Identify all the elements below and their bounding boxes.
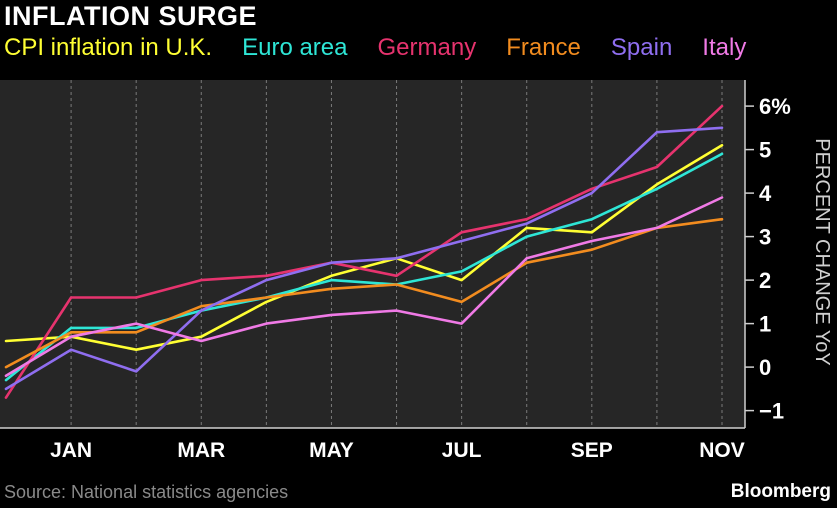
legend: CPI inflation in U.K. Euro area Germany … bbox=[4, 34, 746, 62]
y-tick-label: 0 bbox=[759, 355, 771, 380]
x-tick-label: SEP bbox=[571, 439, 613, 462]
x-tick-label: JAN bbox=[50, 439, 92, 462]
y-tick-label: 1 bbox=[759, 312, 771, 337]
legend-item-france: France bbox=[506, 34, 581, 61]
line-chart: −1 0 1 2 3 4 5 6% PERCENT CHANGE YoY JAN MAR MAY JUL… bbox=[0, 80, 833, 462]
series-line-italy bbox=[4, 196, 724, 378]
series-line-france bbox=[4, 217, 724, 369]
series-line-germany bbox=[4, 104, 724, 399]
y-tick-label: −1 bbox=[759, 399, 784, 424]
y-tick-label: 2 bbox=[759, 268, 771, 293]
y-tick-label: 4 bbox=[759, 181, 772, 206]
series-line-cpi-inflation-in-u-k bbox=[4, 144, 724, 352]
series-line-euro-area bbox=[4, 152, 724, 382]
x-tick-label: MAY bbox=[309, 439, 354, 462]
source-note: Source: National statistics agencies bbox=[4, 482, 289, 502]
x-tick-label: JUL bbox=[442, 439, 482, 462]
x-tick-label: MAR bbox=[177, 439, 225, 462]
y-tick-label: 6% bbox=[759, 94, 791, 119]
plot-area-background bbox=[0, 80, 745, 428]
legend-item-spain: Spain bbox=[610, 34, 673, 61]
legend-item-germany: Germany bbox=[377, 34, 477, 61]
x-tick-label: NOV bbox=[699, 439, 745, 462]
y-tick-label: 5 bbox=[759, 138, 771, 163]
legend-item-euro-area: Euro area bbox=[242, 34, 348, 61]
series-line-spain bbox=[4, 126, 724, 391]
chart-title: INFLATION SURGE bbox=[4, 1, 257, 31]
y-tick-label: 3 bbox=[759, 225, 771, 250]
legend-item-italy: Italy bbox=[702, 34, 747, 61]
y-axis-label: PERCENT CHANGE YoY bbox=[811, 138, 833, 366]
brand-logo: Bloomberg bbox=[730, 481, 831, 502]
legend-item-uk: CPI inflation in U.K. bbox=[4, 34, 213, 61]
